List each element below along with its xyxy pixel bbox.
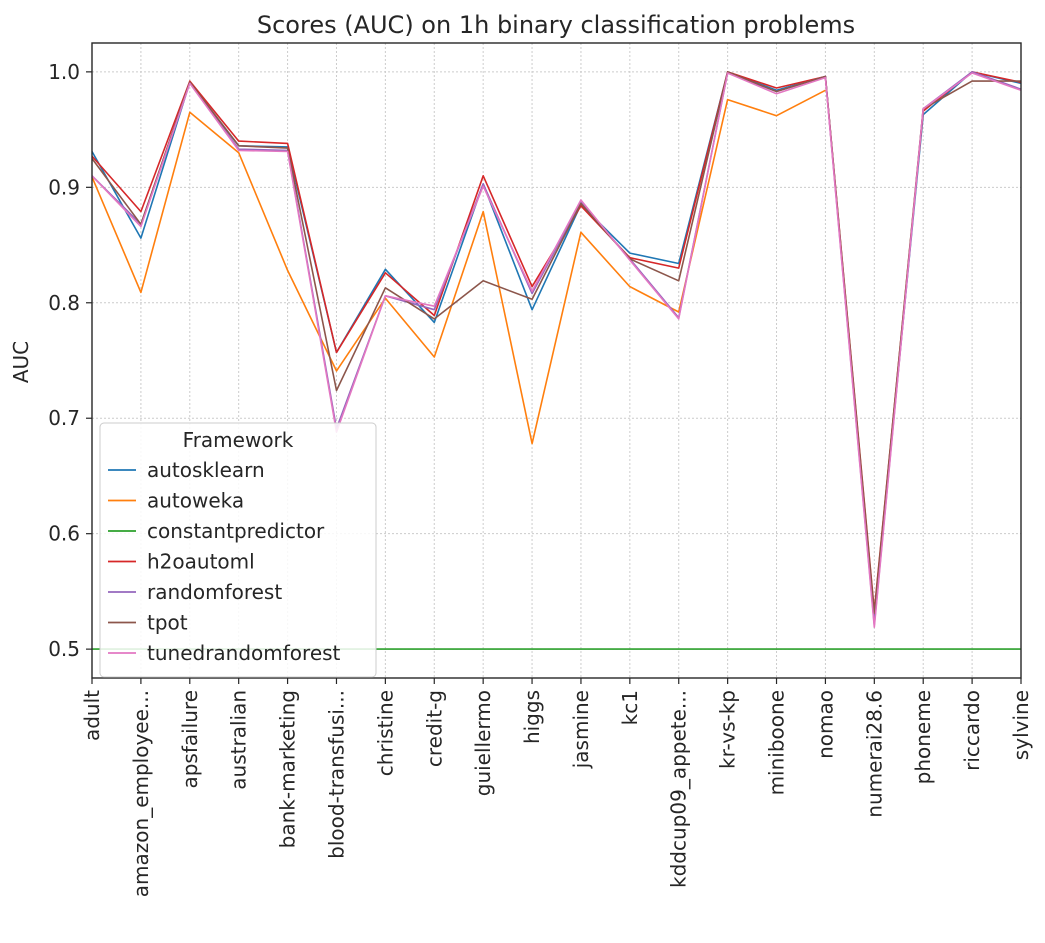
x-tick-label: sylvine — [1009, 690, 1033, 760]
series-line-autoweka — [91, 89, 826, 445]
series-lines — [91, 71, 1022, 650]
y-tick-label: 0.8 — [48, 291, 80, 315]
x-tick-label: bank-marketing — [276, 690, 300, 848]
y-axis: 0.5 0.6 0.7 0.8 0.9 1.0 — [48, 60, 92, 661]
legend-title: Framework — [183, 428, 294, 452]
x-tick-label: kddcup09_appete... — [667, 690, 691, 888]
legend-box — [99, 422, 377, 678]
x-tick-label: kr-vs-kp — [716, 690, 740, 769]
x-tick-label: kc1 — [618, 690, 642, 725]
x-tick-label: australian — [227, 690, 251, 790]
x-tick-label: amazon_employee... — [129, 690, 153, 897]
x-tick-label: blood-transfusi... — [324, 690, 348, 859]
y-tick-label: 0.5 — [48, 637, 80, 661]
x-tick-label: higgs — [520, 690, 544, 744]
x-tick-label: credit-g — [422, 690, 446, 767]
y-tick-label: 0.7 — [48, 406, 80, 430]
x-tick-label: guiellermo — [471, 690, 495, 796]
legend-label-h2oautoml: h2oautoml — [147, 550, 255, 574]
legend-label-autoweka: autoweka — [147, 489, 244, 513]
x-tick-label: nomao — [813, 690, 837, 759]
legend: Framework autosklearn autoweka constantpre… — [99, 422, 377, 678]
legend-label-tpot: tpot — [147, 611, 188, 635]
legend-label-autosklearn: autosklearn — [147, 458, 265, 482]
legend-label-tunedrandomforest: tunedrandomforest — [147, 641, 341, 665]
x-tick-label: jasmine — [569, 690, 593, 769]
y-axis-label: AUC — [9, 341, 33, 383]
legend-label-randomforest: randomforest — [147, 580, 282, 604]
x-tick-label: adult — [80, 690, 104, 741]
y-tick-label: 0.9 — [48, 175, 80, 199]
x-axis: adult amazon_employee... apsfailure austral… — [80, 678, 1033, 897]
x-tick-label: riccardo — [960, 690, 984, 771]
chart-title: Scores (AUC) on 1h binary classification… — [257, 11, 855, 39]
x-tick-label: phoneme — [911, 690, 935, 784]
y-tick-label: 1.0 — [48, 60, 80, 84]
x-tick-label: miniboone — [765, 690, 789, 795]
series-line-tunedrandomforest — [91, 72, 1022, 629]
x-tick-label: numerai28.6 — [862, 690, 886, 818]
x-tick-label: apsfailure — [178, 690, 202, 789]
plot-frame — [91, 42, 1022, 679]
legend-label-constantpredictor: constantpredictor — [147, 519, 325, 543]
x-tick-label: christine — [373, 690, 397, 776]
series-line-tpot — [91, 71, 1021, 615]
y-tick-label: 0.6 — [48, 522, 80, 546]
